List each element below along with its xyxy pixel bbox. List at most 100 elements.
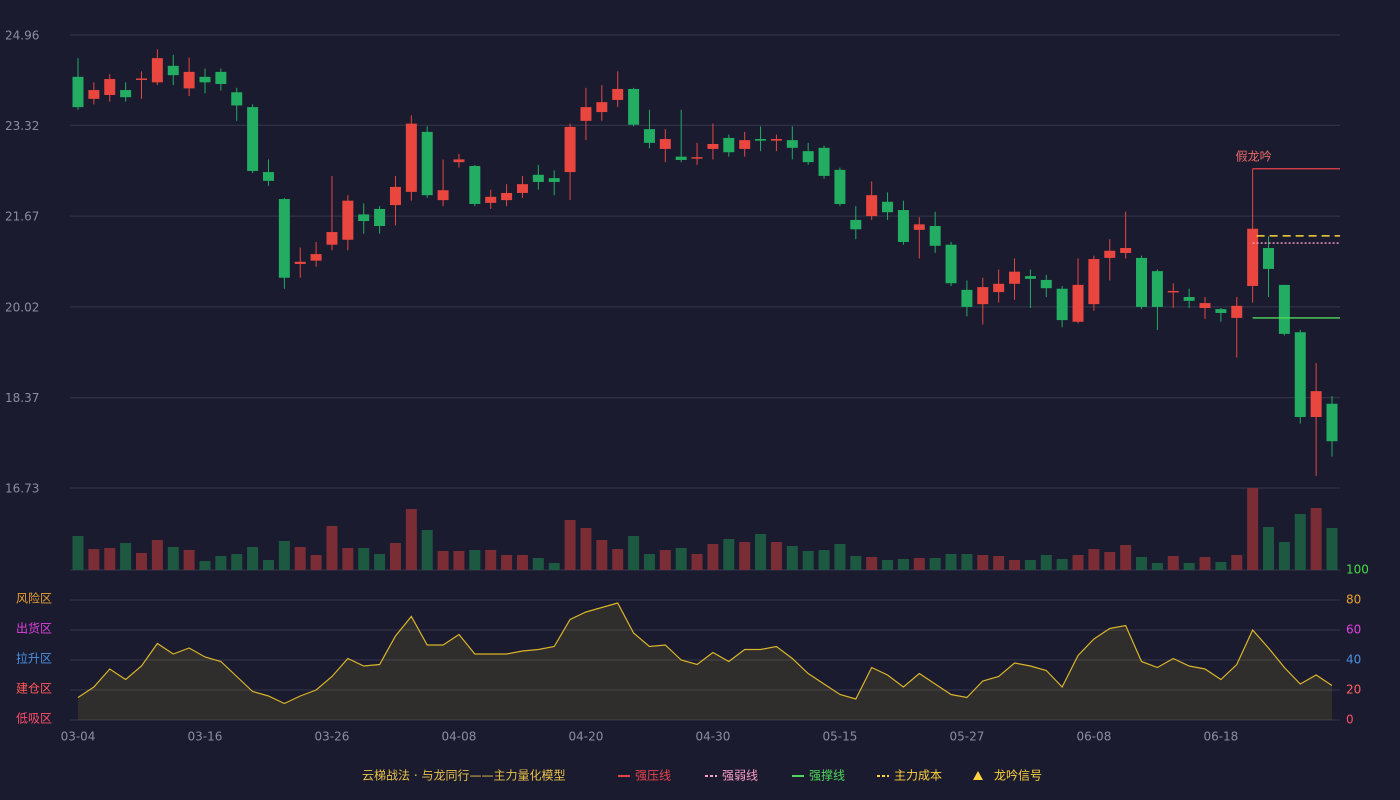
candle-body: [913, 224, 925, 230]
candle-body: [374, 208, 386, 226]
volume-bar: [389, 543, 401, 570]
candle-body: [104, 79, 116, 95]
volume-bar: [548, 563, 560, 570]
volume-bar: [628, 536, 640, 570]
volume-bar: [929, 558, 941, 570]
signal-label: 假龙吟: [1236, 148, 1272, 163]
legend-label: 强压线: [635, 769, 671, 783]
candle-body: [389, 186, 401, 206]
candle-body: [437, 190, 449, 201]
volume-bar: [469, 550, 481, 570]
volume-bar: [516, 555, 528, 570]
indicator-tick-label: 40: [1346, 653, 1361, 667]
candle-body: [72, 76, 84, 108]
volume-bar: [1040, 555, 1052, 570]
volume-bar: [453, 551, 465, 570]
candle-body: [1072, 284, 1084, 322]
legend-label: 主力成本: [894, 769, 942, 783]
volume-bar: [1263, 527, 1275, 570]
candle-body: [421, 131, 433, 196]
volume-bar: [326, 526, 338, 570]
volume-bar: [643, 554, 655, 570]
candle-body: [1326, 403, 1338, 442]
candle-body: [755, 139, 767, 141]
candle-body: [961, 289, 973, 307]
candle-body: [1247, 228, 1259, 286]
volume-bar: [247, 547, 259, 570]
volume-bar: [1215, 562, 1227, 570]
volume-bar: [882, 560, 894, 570]
volume-bar: [104, 548, 116, 570]
volume-bar: [834, 544, 846, 570]
volume-bar: [1247, 488, 1259, 570]
volume-bar: [231, 554, 243, 570]
volume-bar: [358, 548, 370, 570]
candle-body: [501, 192, 513, 201]
candle-body: [564, 126, 576, 173]
volume-bar: [913, 558, 925, 570]
volume-bar: [1183, 563, 1195, 570]
y-tick-label: 18.37: [5, 391, 39, 405]
volume-bar: [278, 541, 290, 570]
indicator-tick-label: 60: [1346, 623, 1361, 637]
candle-body: [1199, 303, 1211, 309]
candle-body: [532, 174, 544, 182]
legend-title: 云梯战法 · 与龙同行——主力量化模型: [362, 769, 565, 783]
candle-body: [199, 76, 211, 83]
volume-bar: [120, 543, 132, 570]
candle-body: [596, 102, 608, 113]
volume-bar: [262, 560, 274, 570]
candle-body: [278, 199, 290, 278]
volume-bar: [897, 559, 909, 570]
candle-body: [1104, 250, 1116, 258]
candle-body: [945, 244, 957, 284]
candle-body: [183, 71, 195, 89]
indicator-tick-label: 100: [1346, 563, 1369, 577]
volume-bar: [1151, 563, 1163, 570]
volume-bar: [1056, 559, 1068, 570]
volume-bar: [596, 540, 608, 570]
candle-body: [326, 232, 338, 245]
candle-body: [707, 143, 719, 149]
volume-bar: [485, 550, 497, 570]
volume-bar: [1278, 542, 1290, 570]
candle-body: [977, 287, 989, 305]
volume-bar: [723, 539, 735, 570]
x-tick-label: 06-18: [1203, 730, 1238, 744]
candle-body: [135, 78, 147, 80]
volume-bar: [374, 554, 386, 570]
volume-bar: [532, 558, 544, 570]
volume-bar: [675, 548, 687, 570]
x-tick-label: 06-08: [1076, 730, 1111, 744]
volume-bar: [564, 520, 576, 570]
legend-label: 强弱线: [722, 769, 758, 783]
indicator-line: [77, 602, 1333, 705]
volume-bar: [405, 509, 417, 570]
candle-body: [1151, 271, 1163, 307]
candle-body: [1167, 290, 1179, 293]
volume-bar: [215, 556, 227, 570]
volume-bar: [1231, 555, 1243, 570]
legend-label: 强撑线: [809, 768, 845, 783]
x-tick-label: 05-15: [822, 730, 857, 744]
volume-bar: [866, 557, 878, 570]
volume-bar: [580, 528, 592, 570]
candle-body: [342, 200, 354, 240]
candle-body: [739, 140, 751, 149]
candle-body: [866, 195, 878, 217]
indicator-tick-label: 20: [1346, 683, 1361, 697]
candle-body: [675, 156, 687, 160]
volume-bar: [961, 554, 973, 570]
y-tick-label: 16.73: [5, 482, 39, 496]
candle-body: [770, 139, 782, 141]
candle-body: [485, 196, 497, 203]
volume-bar: [1104, 552, 1116, 570]
candle-body: [231, 92, 243, 106]
volume-bar: [755, 534, 767, 570]
volume-bar: [1072, 555, 1084, 570]
volume-bar: [72, 536, 84, 570]
volume-bar: [135, 553, 147, 570]
volume-bar: [739, 542, 751, 570]
candle-body: [358, 214, 370, 222]
